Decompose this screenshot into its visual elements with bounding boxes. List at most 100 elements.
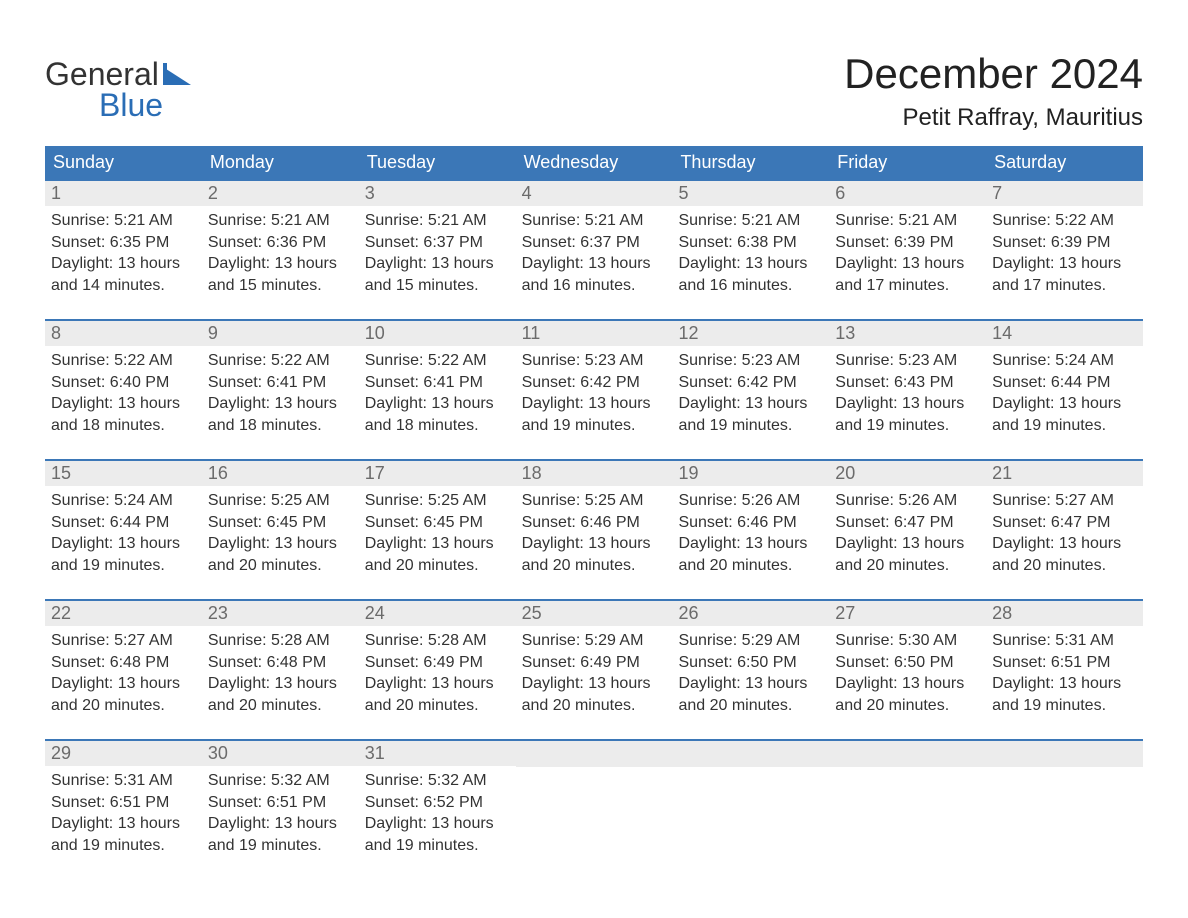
week-row: 1Sunrise: 5:21 AMSunset: 6:35 PMDaylight… — [45, 179, 1143, 301]
day-cell: 5Sunrise: 5:21 AMSunset: 6:38 PMDaylight… — [672, 181, 829, 301]
daylight-text-1: Daylight: 13 hours — [51, 253, 196, 275]
day-number: 5 — [672, 181, 829, 206]
daylight-text-2: and 18 minutes. — [51, 415, 196, 437]
day-cell: 2Sunrise: 5:21 AMSunset: 6:36 PMDaylight… — [202, 181, 359, 301]
sunrise-text: Sunrise: 5:23 AM — [678, 350, 823, 372]
sunset-text: Sunset: 6:36 PM — [208, 232, 353, 254]
daylight-text-1: Daylight: 13 hours — [365, 813, 510, 835]
day-header-thursday: Thursday — [672, 146, 829, 179]
daylight-text-1: Daylight: 13 hours — [992, 673, 1137, 695]
daylight-text-2: and 20 minutes. — [365, 555, 510, 577]
day-body: Sunrise: 5:22 AMSunset: 6:41 PMDaylight:… — [202, 346, 359, 440]
day-cell: 4Sunrise: 5:21 AMSunset: 6:37 PMDaylight… — [516, 181, 673, 301]
day-body: Sunrise: 5:25 AMSunset: 6:46 PMDaylight:… — [516, 486, 673, 580]
day-cell: 27Sunrise: 5:30 AMSunset: 6:50 PMDayligh… — [829, 601, 986, 721]
daylight-text-2: and 20 minutes. — [678, 695, 823, 717]
day-cell: 25Sunrise: 5:29 AMSunset: 6:49 PMDayligh… — [516, 601, 673, 721]
day-cell: 12Sunrise: 5:23 AMSunset: 6:42 PMDayligh… — [672, 321, 829, 441]
sunrise-text: Sunrise: 5:22 AM — [365, 350, 510, 372]
sunset-text: Sunset: 6:37 PM — [365, 232, 510, 254]
daylight-text-2: and 20 minutes. — [992, 555, 1137, 577]
daylight-text-1: Daylight: 13 hours — [208, 253, 353, 275]
day-body: Sunrise: 5:25 AMSunset: 6:45 PMDaylight:… — [202, 486, 359, 580]
empty-day-cell — [516, 741, 673, 861]
daylight-text-1: Daylight: 13 hours — [835, 673, 980, 695]
day-number: 8 — [45, 321, 202, 346]
daylight-text-2: and 20 minutes. — [835, 555, 980, 577]
day-body: Sunrise: 5:24 AMSunset: 6:44 PMDaylight:… — [45, 486, 202, 580]
sunrise-text: Sunrise: 5:27 AM — [992, 490, 1137, 512]
daylight-text-1: Daylight: 13 hours — [678, 673, 823, 695]
sunrise-text: Sunrise: 5:24 AM — [992, 350, 1137, 372]
sunset-text: Sunset: 6:45 PM — [208, 512, 353, 534]
day-number: 3 — [359, 181, 516, 206]
day-number: 24 — [359, 601, 516, 626]
day-number: 15 — [45, 461, 202, 486]
day-number: 26 — [672, 601, 829, 626]
day-number: 6 — [829, 181, 986, 206]
daylight-text-2: and 18 minutes. — [365, 415, 510, 437]
day-cell: 17Sunrise: 5:25 AMSunset: 6:45 PMDayligh… — [359, 461, 516, 581]
sunset-text: Sunset: 6:41 PM — [365, 372, 510, 394]
day-cell: 16Sunrise: 5:25 AMSunset: 6:45 PMDayligh… — [202, 461, 359, 581]
sunset-text: Sunset: 6:47 PM — [992, 512, 1137, 534]
sunrise-text: Sunrise: 5:21 AM — [365, 210, 510, 232]
daylight-text-1: Daylight: 13 hours — [208, 533, 353, 555]
empty-day-cell — [829, 741, 986, 861]
sunset-text: Sunset: 6:37 PM — [522, 232, 667, 254]
sunrise-text: Sunrise: 5:21 AM — [835, 210, 980, 232]
sunrise-text: Sunrise: 5:22 AM — [208, 350, 353, 372]
empty-day-cell — [986, 741, 1143, 861]
day-body: Sunrise: 5:21 AMSunset: 6:36 PMDaylight:… — [202, 206, 359, 300]
day-number: 22 — [45, 601, 202, 626]
day-header-friday: Friday — [829, 146, 986, 179]
day-body: Sunrise: 5:22 AMSunset: 6:41 PMDaylight:… — [359, 346, 516, 440]
sunrise-text: Sunrise: 5:25 AM — [522, 490, 667, 512]
day-number: 14 — [986, 321, 1143, 346]
daylight-text-2: and 19 minutes. — [365, 835, 510, 857]
sunset-text: Sunset: 6:42 PM — [678, 372, 823, 394]
sunrise-text: Sunrise: 5:21 AM — [51, 210, 196, 232]
day-cell: 7Sunrise: 5:22 AMSunset: 6:39 PMDaylight… — [986, 181, 1143, 301]
sunset-text: Sunset: 6:48 PM — [208, 652, 353, 674]
day-number: 11 — [516, 321, 673, 346]
daylight-text-2: and 16 minutes. — [678, 275, 823, 297]
sunset-text: Sunset: 6:40 PM — [51, 372, 196, 394]
sunrise-text: Sunrise: 5:23 AM — [522, 350, 667, 372]
day-cell: 3Sunrise: 5:21 AMSunset: 6:37 PMDaylight… — [359, 181, 516, 301]
day-body: Sunrise: 5:29 AMSunset: 6:50 PMDaylight:… — [672, 626, 829, 720]
daylight-text-2: and 20 minutes. — [522, 695, 667, 717]
daylight-text-2: and 19 minutes. — [208, 835, 353, 857]
day-body: Sunrise: 5:32 AMSunset: 6:52 PMDaylight:… — [359, 766, 516, 860]
sunset-text: Sunset: 6:49 PM — [522, 652, 667, 674]
daylight-text-2: and 19 minutes. — [835, 415, 980, 437]
day-number: 13 — [829, 321, 986, 346]
day-number: 19 — [672, 461, 829, 486]
daylight-text-1: Daylight: 13 hours — [365, 533, 510, 555]
day-number: 28 — [986, 601, 1143, 626]
sunset-text: Sunset: 6:51 PM — [208, 792, 353, 814]
day-cell: 26Sunrise: 5:29 AMSunset: 6:50 PMDayligh… — [672, 601, 829, 721]
sunrise-text: Sunrise: 5:23 AM — [835, 350, 980, 372]
flag-icon — [163, 63, 191, 90]
sunrise-text: Sunrise: 5:22 AM — [992, 210, 1137, 232]
day-body: Sunrise: 5:26 AMSunset: 6:47 PMDaylight:… — [829, 486, 986, 580]
day-body: Sunrise: 5:27 AMSunset: 6:47 PMDaylight:… — [986, 486, 1143, 580]
daylight-text-2: and 19 minutes. — [522, 415, 667, 437]
day-cell: 28Sunrise: 5:31 AMSunset: 6:51 PMDayligh… — [986, 601, 1143, 721]
day-body: Sunrise: 5:23 AMSunset: 6:42 PMDaylight:… — [516, 346, 673, 440]
header-row: General Blue December 2024 Petit Raffray… — [45, 50, 1143, 132]
day-number: 2 — [202, 181, 359, 206]
empty-day-num — [829, 741, 986, 767]
daylight-text-1: Daylight: 13 hours — [365, 393, 510, 415]
daylight-text-2: and 14 minutes. — [51, 275, 196, 297]
logo: General Blue — [45, 56, 191, 124]
day-number: 7 — [986, 181, 1143, 206]
daylight-text-2: and 20 minutes. — [208, 555, 353, 577]
daylight-text-1: Daylight: 13 hours — [992, 253, 1137, 275]
daylight-text-1: Daylight: 13 hours — [678, 393, 823, 415]
day-number: 23 — [202, 601, 359, 626]
day-number: 16 — [202, 461, 359, 486]
day-number: 21 — [986, 461, 1143, 486]
day-body: Sunrise: 5:22 AMSunset: 6:39 PMDaylight:… — [986, 206, 1143, 300]
